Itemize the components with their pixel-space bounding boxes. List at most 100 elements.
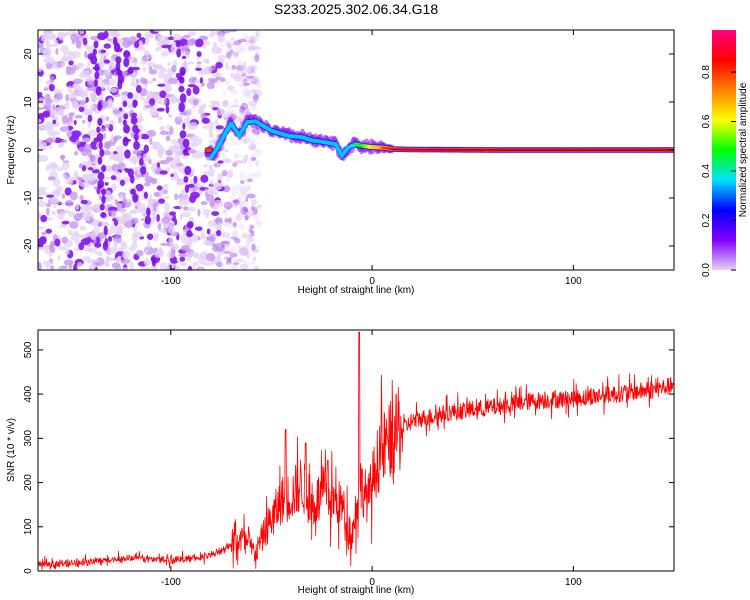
spectrogram-noise-blob [231, 108, 237, 118]
spectrogram-noise-blob [96, 251, 103, 257]
spectrogram-noise-blob [187, 83, 197, 88]
spectrogram-x-tick-label: -100 [161, 276, 181, 287]
spectrogram-noise-blob [250, 129, 258, 133]
spectrogram-streak-blob [184, 184, 190, 193]
spectrogram-noise-blob [233, 160, 243, 164]
spectrogram-noise-blob [55, 48, 59, 55]
spectrogram-noise-blob [224, 218, 231, 223]
snr-y-tick-label: 400 [23, 385, 34, 402]
spectrogram-noise-blob [54, 88, 63, 94]
spectrogram-noise-blob [242, 78, 248, 83]
spectrogram-noise-blob [149, 137, 153, 146]
spectrogram-noise-blob [223, 255, 230, 262]
spectrogram-noise-blob [156, 107, 165, 112]
spectrogram-noise-blob [256, 84, 262, 89]
spectrogram-noise-blob [248, 228, 253, 233]
spectrogram-noise-blob [179, 256, 186, 262]
spectrogram-noise-blob [90, 104, 95, 111]
spectrogram-noise-blob [249, 105, 257, 112]
spectrogram-noise-blob [117, 51, 122, 55]
spectrogram-noise-blob [165, 105, 170, 114]
spectrogram-noise-blob [246, 184, 252, 189]
spectrogram-noise-blob [245, 252, 251, 259]
spectrogram-noise-blob [76, 90, 86, 97]
spectrogram-noise-blob [148, 159, 152, 165]
spectrogram-noise-blob [243, 215, 251, 221]
spectrogram-noise-blob [61, 115, 68, 124]
spectrogram-noise-blob [199, 77, 204, 84]
spectrogram-noise-blob [49, 110, 54, 117]
spectrogram-noise-blob [241, 137, 251, 144]
spectrogram-noise-blob [179, 213, 184, 221]
spectrogram-noise-blob [198, 267, 203, 270]
spectrogram-noise-blob [121, 243, 128, 250]
colorbar-tick-label: 0.8 [701, 65, 712, 79]
spectrogram-noise-blob [227, 43, 233, 49]
spectrogram-noise-blob [83, 256, 90, 262]
spectrogram-noise-blob [238, 223, 246, 230]
spectrogram-noise-blob [230, 37, 235, 42]
spectrogram-noise-blob [240, 247, 249, 257]
spectrogram-noise-blob [215, 76, 221, 81]
spectrogram-noise-blob [157, 70, 166, 80]
spectrogram-noise-blob [143, 50, 150, 57]
spectrogram-noise-blob [89, 265, 93, 270]
spectrogram-streak-blob [122, 100, 128, 108]
spectrogram-noise-blob [255, 147, 263, 157]
spectrogram-noise-blob [135, 84, 142, 94]
spectrogram-noise-blob [107, 236, 113, 243]
spectrogram-noise-blob [86, 75, 93, 79]
spectrogram-noise-blob [117, 247, 124, 252]
spectrogram-noise-blob [84, 50, 88, 59]
spectrogram-noise-blob [247, 146, 256, 152]
spectrogram-noise-blob [228, 216, 232, 225]
spectrogram-noise-blob [126, 199, 132, 203]
spectrogram-noise-blob [46, 30, 55, 40]
spectrogram-noise-blob [256, 30, 262, 39]
spectrogram-noise-blob [161, 44, 172, 49]
spectrogram-noise-blob [237, 184, 243, 188]
spectrogram-streak-blob [101, 194, 106, 204]
spectrogram-noise-blob [38, 119, 42, 123]
spectrogram-noise-blob [174, 193, 178, 201]
spectrogram-noise-blob [244, 214, 249, 221]
spectrogram-noise-blob [165, 156, 174, 162]
spectrogram-noise-blob [216, 229, 222, 237]
snr-y-tick-label: 0 [23, 568, 34, 574]
spectrogram-noise-blob [160, 160, 170, 165]
spectrogram-streak-blob [95, 85, 102, 96]
spectrogram-noise-blob [52, 116, 59, 121]
spectrogram-noise-blob [115, 202, 123, 209]
spectrogram-noise-blob [246, 66, 253, 71]
spectrogram-streak-blob [97, 117, 103, 127]
spectrogram-noise-blob [242, 33, 249, 39]
spectrogram-noise-blob [195, 67, 202, 71]
snr-x-tick-label: 0 [369, 577, 375, 588]
spectrogram-noise-blob [117, 225, 125, 231]
spectrogram-x-label: Height of straight line (km) [298, 285, 415, 296]
spectrogram-noise-blob [51, 98, 60, 104]
spectrogram-noise-blob [198, 106, 204, 115]
spectrogram-noise-blob [204, 188, 208, 193]
chart-title: S233.2025.302.06.34.G18 [274, 1, 438, 17]
spectrogram-noise-blob [241, 72, 247, 77]
spectrogram-noise-blob [249, 75, 259, 85]
spectrogram-noise-blob [230, 236, 238, 240]
spectrogram-noise-blob [176, 182, 186, 186]
spectrogram-noise-blob [148, 69, 158, 75]
spectrogram-noise-blob [75, 40, 82, 49]
spectrogram-noise-blob [194, 226, 203, 231]
spectrogram-noise-blob [179, 111, 187, 116]
spectrogram-noise-blob [146, 129, 157, 138]
spectrogram-streak-blob [184, 165, 192, 176]
spectrogram-noise-blob [80, 204, 90, 213]
spectrogram-noise-blob [147, 61, 156, 67]
spectrogram-streak-blob [178, 76, 185, 84]
spectrogram-noise-blob [245, 70, 252, 74]
spectrogram-noise-blob [94, 242, 102, 248]
spectrogram-noise-blob [192, 105, 196, 109]
spectrogram-noise-blob [117, 162, 126, 171]
spectrogram-noise-blob [112, 109, 121, 115]
spectrogram-noise-blob [178, 253, 188, 258]
spectrogram-noise-blob [238, 215, 247, 219]
